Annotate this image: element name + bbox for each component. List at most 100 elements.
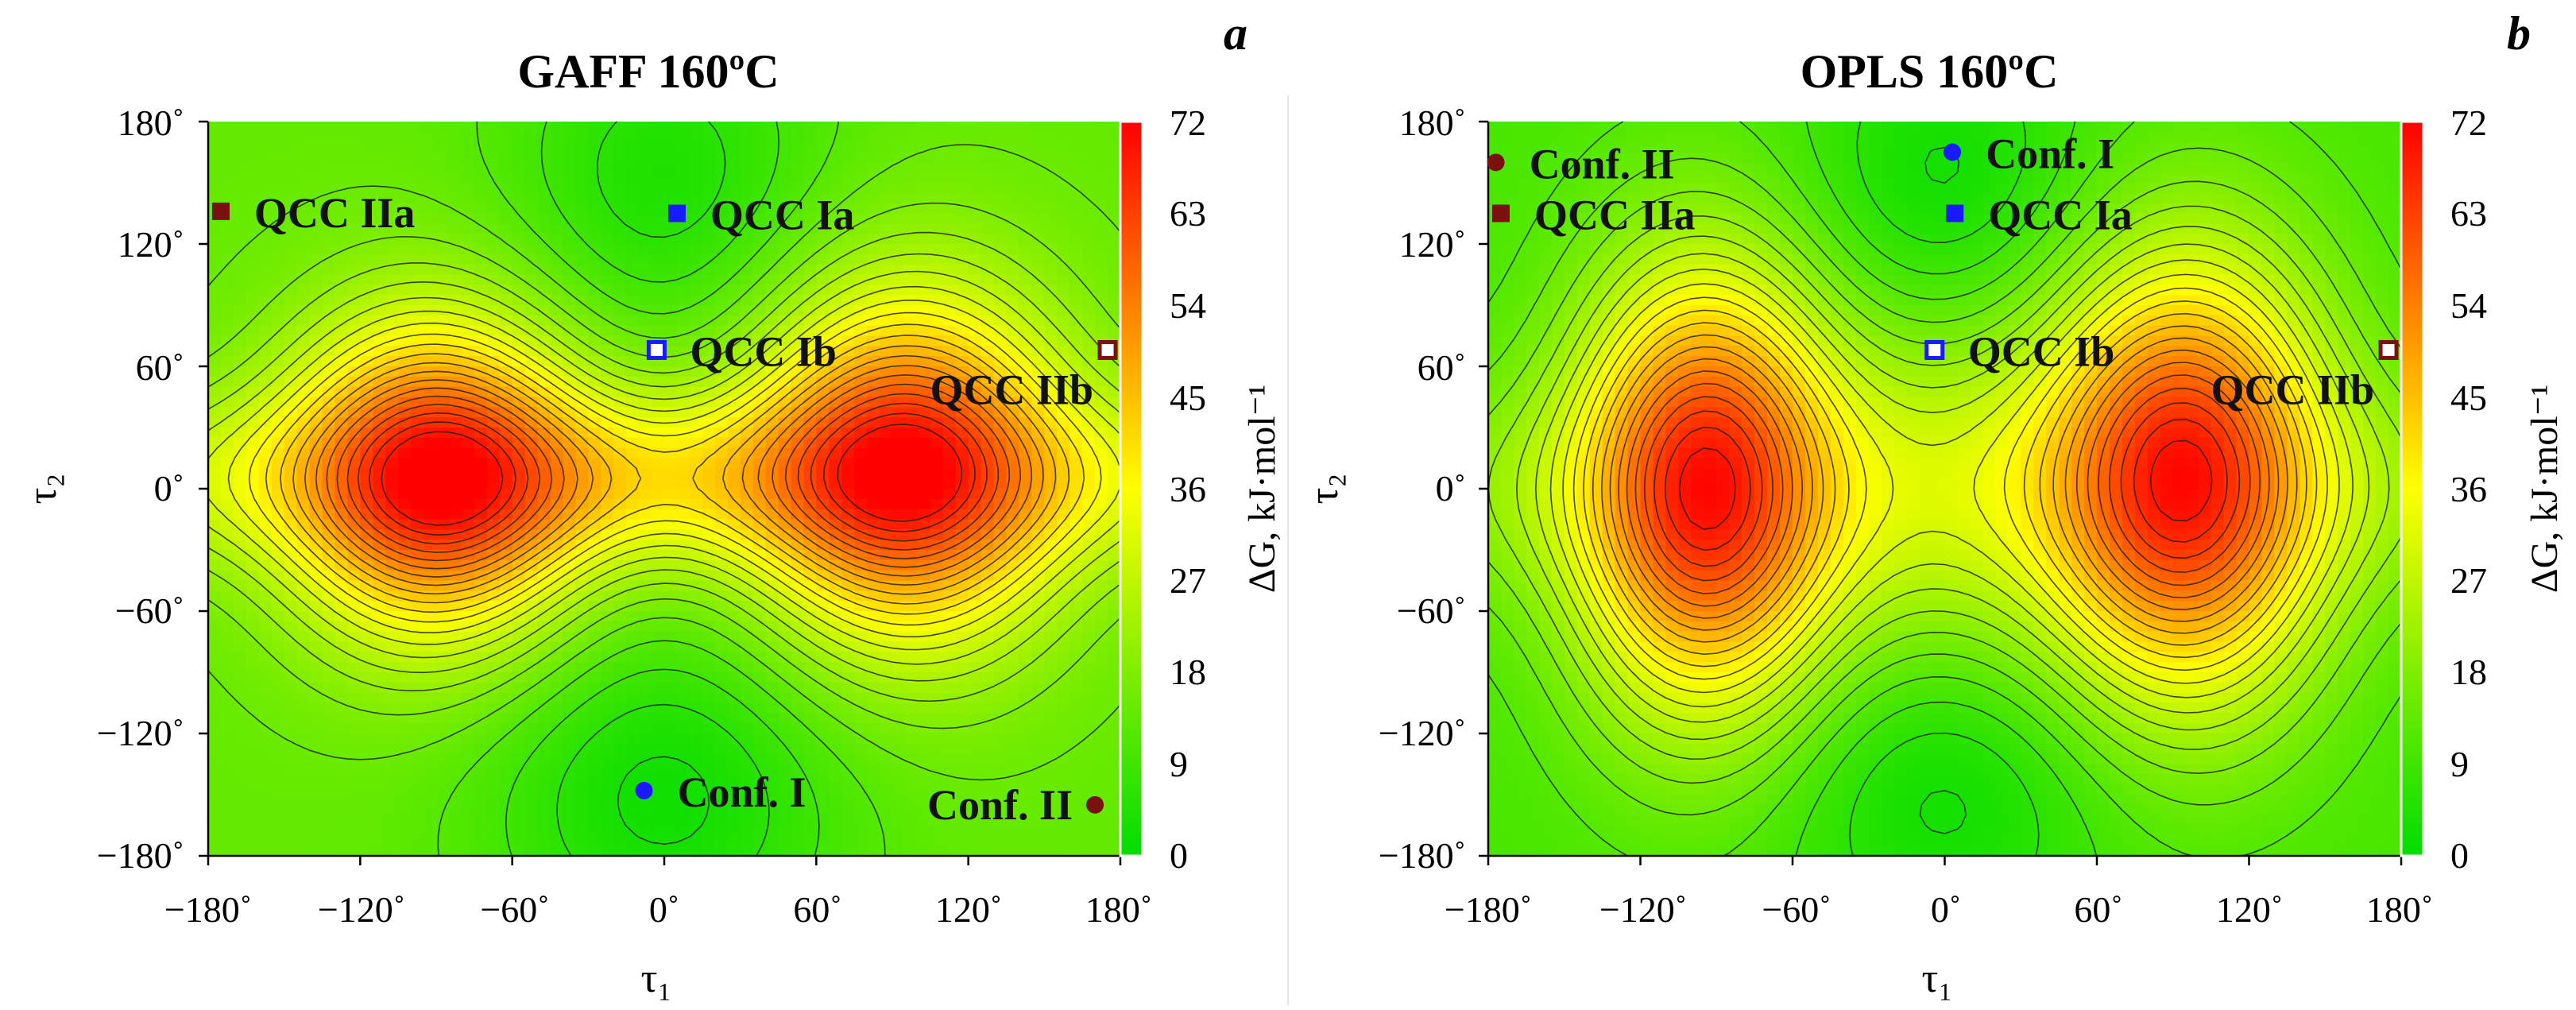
heatmap-cell xyxy=(322,295,336,306)
heatmap-cell xyxy=(854,672,868,683)
heatmap-cell xyxy=(752,468,767,479)
heatmap-cell xyxy=(601,702,614,714)
heatmap-cell xyxy=(448,529,462,540)
heatmap-cell xyxy=(436,692,450,704)
heatmap-cell xyxy=(930,458,944,469)
heatmap-cell xyxy=(411,141,424,153)
heatmap-cell xyxy=(1095,162,1108,173)
heatmap-cell xyxy=(880,274,893,285)
heatmap-cell xyxy=(1095,295,1108,306)
heatmap-cell xyxy=(867,458,880,469)
heatmap-cell xyxy=(613,315,627,327)
heatmap-cell xyxy=(499,213,513,224)
heatmap-cell xyxy=(1044,152,1058,163)
heatmap-cell xyxy=(284,366,298,377)
heatmap-cell xyxy=(208,733,222,745)
heatmap-cell xyxy=(867,468,880,479)
heatmap-cell xyxy=(220,253,234,265)
heatmap-cell xyxy=(702,305,716,316)
heatmap-cell xyxy=(398,458,412,469)
heatmap-cell xyxy=(854,407,868,418)
heatmap-cell xyxy=(373,407,386,418)
heatmap-cell xyxy=(1044,692,1058,704)
heatmap-cell xyxy=(424,274,437,285)
heatmap-cell xyxy=(233,580,247,591)
heatmap-cell xyxy=(664,550,678,561)
heatmap-cell xyxy=(258,172,273,184)
heatmap-cell xyxy=(550,743,564,755)
heatmap-cell xyxy=(664,468,678,479)
heatmap-cell xyxy=(1082,305,1096,316)
heatmap-cell xyxy=(676,223,690,234)
heatmap-cell xyxy=(639,743,652,755)
heatmap-cell xyxy=(335,743,348,755)
heatmap-cell xyxy=(461,376,475,388)
heatmap-cell xyxy=(271,692,285,704)
heatmap-cell xyxy=(246,274,260,285)
heatmap-cell xyxy=(246,713,260,724)
heatmap-cell xyxy=(1108,325,1121,337)
heatmap-cell xyxy=(740,192,754,204)
heatmap-cell xyxy=(765,192,779,204)
heatmap-cell xyxy=(765,122,779,133)
heatmap-cell xyxy=(424,244,437,255)
heatmap-cell xyxy=(955,192,969,204)
heatmap-cell xyxy=(765,447,779,459)
heatmap-cell xyxy=(892,437,906,449)
heatmap-cell xyxy=(702,172,716,184)
heatmap-cell xyxy=(436,570,450,582)
heatmap-cell xyxy=(1006,713,1020,724)
heatmap-cell xyxy=(993,213,1008,224)
heatmap-cell xyxy=(880,428,893,439)
heatmap-cell xyxy=(1108,713,1121,724)
heatmap-cell xyxy=(942,244,957,255)
heatmap-cell xyxy=(1108,550,1121,561)
heatmap-cell xyxy=(575,652,589,663)
heatmap-cell xyxy=(258,203,273,215)
heatmap-cell xyxy=(322,183,336,194)
heatmap-cell xyxy=(778,315,792,327)
heatmap-cell xyxy=(1082,590,1096,602)
heatmap-cell xyxy=(867,183,880,194)
heatmap-cell xyxy=(563,203,576,215)
heatmap-cell xyxy=(398,131,412,143)
heatmap-cell xyxy=(1019,335,1032,346)
heatmap-cell xyxy=(448,509,462,520)
heatmap-cell xyxy=(639,713,652,724)
heatmap-cell xyxy=(448,559,462,571)
heatmap-cell xyxy=(448,183,462,194)
heatmap-cell xyxy=(867,784,880,795)
heatmap-cell xyxy=(271,478,285,490)
heatmap-cell xyxy=(512,458,526,469)
heatmap-cell xyxy=(271,723,285,734)
heatmap-cell xyxy=(904,601,919,612)
heatmap-cell xyxy=(258,601,273,612)
heatmap-cell xyxy=(411,162,424,173)
heatmap-cell xyxy=(588,795,601,806)
heatmap-cell xyxy=(486,417,501,428)
heatmap-cell xyxy=(1069,713,1083,724)
heatmap-cell xyxy=(296,723,311,734)
heatmap-cell xyxy=(322,764,336,775)
heatmap-cell xyxy=(208,447,222,459)
heatmap-cell xyxy=(537,692,551,704)
heatmap-cell xyxy=(424,223,437,234)
heatmap-cell xyxy=(601,641,614,652)
heatmap-cell xyxy=(385,702,399,714)
heatmap-cell xyxy=(588,815,601,826)
heatmap-cell xyxy=(309,815,323,826)
heatmap-cell xyxy=(335,305,348,316)
heatmap-cell xyxy=(373,478,386,490)
heatmap-cell xyxy=(347,213,361,224)
heatmap-cell xyxy=(524,162,539,173)
heatmap-cell xyxy=(778,203,792,215)
heatmap-cell xyxy=(296,274,311,285)
heatmap-cell xyxy=(1069,437,1083,449)
heatmap-cell xyxy=(613,122,627,133)
heatmap-cell xyxy=(309,203,323,215)
heatmap-cell xyxy=(512,682,526,694)
heatmap-cell xyxy=(652,244,665,255)
heatmap-cell xyxy=(360,692,373,704)
heatmap-cell xyxy=(1044,264,1058,276)
heatmap-cell xyxy=(968,315,982,327)
